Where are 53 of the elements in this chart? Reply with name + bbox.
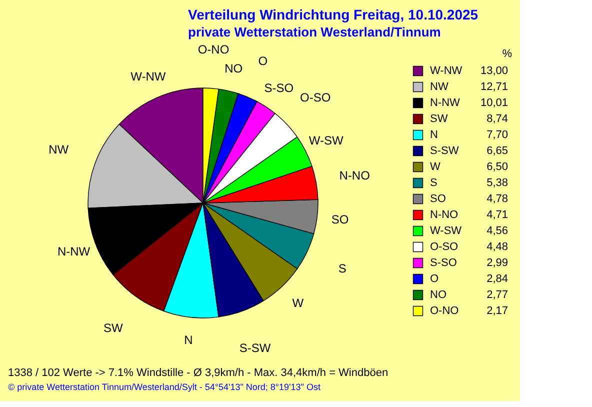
data-label: 4,78 xyxy=(486,193,508,205)
legend-label: O xyxy=(430,273,439,285)
slice-label: W xyxy=(292,296,304,310)
legend-label: N-NO xyxy=(430,209,459,221)
slice-label: N xyxy=(184,333,193,348)
slice-label: N-NO xyxy=(339,168,370,183)
text: © private Wetterstation Tinnum/Westerland/Sylt - 54°54'13" Nord; 8°19'13" Ost xyxy=(8,382,321,392)
data-label: 7,70 xyxy=(486,129,508,141)
text: 1338 / 102 Werte -> 7.1% Windstille - Ø 3,9km/h - Max. 34,4km/h = Windböen xyxy=(8,367,388,379)
legend-label: W-SW xyxy=(430,225,462,237)
legend-label: NO xyxy=(430,289,447,301)
legend-label: W-NW xyxy=(430,65,463,77)
legend-label: NW xyxy=(430,81,449,93)
slice-label: O xyxy=(258,54,268,68)
data-label: 6,65 xyxy=(486,145,508,157)
slice-label: SW xyxy=(104,321,124,336)
chart-subtitle: private Wetterstation Westerland/Tinnum xyxy=(188,24,441,40)
slice-label: O-NO xyxy=(198,42,230,56)
legend-label: SO xyxy=(430,193,446,205)
slice-label: NO xyxy=(224,61,243,76)
data-label: 6,50 xyxy=(486,161,508,173)
data-label: 2,77 xyxy=(486,289,508,301)
data-label: 4,56 xyxy=(486,225,508,237)
legend-label: SW xyxy=(430,113,448,125)
slice-label: SO xyxy=(331,212,349,227)
data-label: 13,00 xyxy=(480,65,508,77)
legend-title: % xyxy=(502,48,512,60)
legend-label: S xyxy=(430,177,438,189)
data-label: 12,71 xyxy=(480,81,508,93)
data-label: 5,38 xyxy=(486,177,508,189)
data-label: 2,99 xyxy=(486,257,508,269)
legend-label: N xyxy=(430,129,438,141)
legend-label: N-NW xyxy=(430,97,461,109)
data-label: 4,48 xyxy=(486,241,508,253)
slice-label: O-SO xyxy=(300,90,331,105)
slice-label: W-SW xyxy=(308,134,344,148)
slice-label: W-NW xyxy=(130,69,166,84)
slice-label: S-SW xyxy=(239,340,272,355)
data-label: 8,74 xyxy=(486,113,508,125)
slice-label: N-NW xyxy=(57,244,91,259)
legend-label: O-NO xyxy=(430,305,460,317)
chart-title: Verteilung Windrichtung Freitag, 10.10.2025 xyxy=(188,6,478,22)
slice-label: S xyxy=(338,262,346,276)
data-label: 4,71 xyxy=(486,209,508,221)
data-label: 2,84 xyxy=(486,273,508,285)
slice-label: S-SO xyxy=(264,80,294,95)
legend-label: S-SW xyxy=(430,145,460,157)
legend-label: O-SO xyxy=(430,241,459,253)
legend-label: W xyxy=(430,161,441,173)
data-label: 10,01 xyxy=(480,97,508,109)
legend-label: S-SO xyxy=(430,257,458,269)
slice-label: NW xyxy=(48,142,70,157)
data-label: 2,17 xyxy=(486,305,508,317)
